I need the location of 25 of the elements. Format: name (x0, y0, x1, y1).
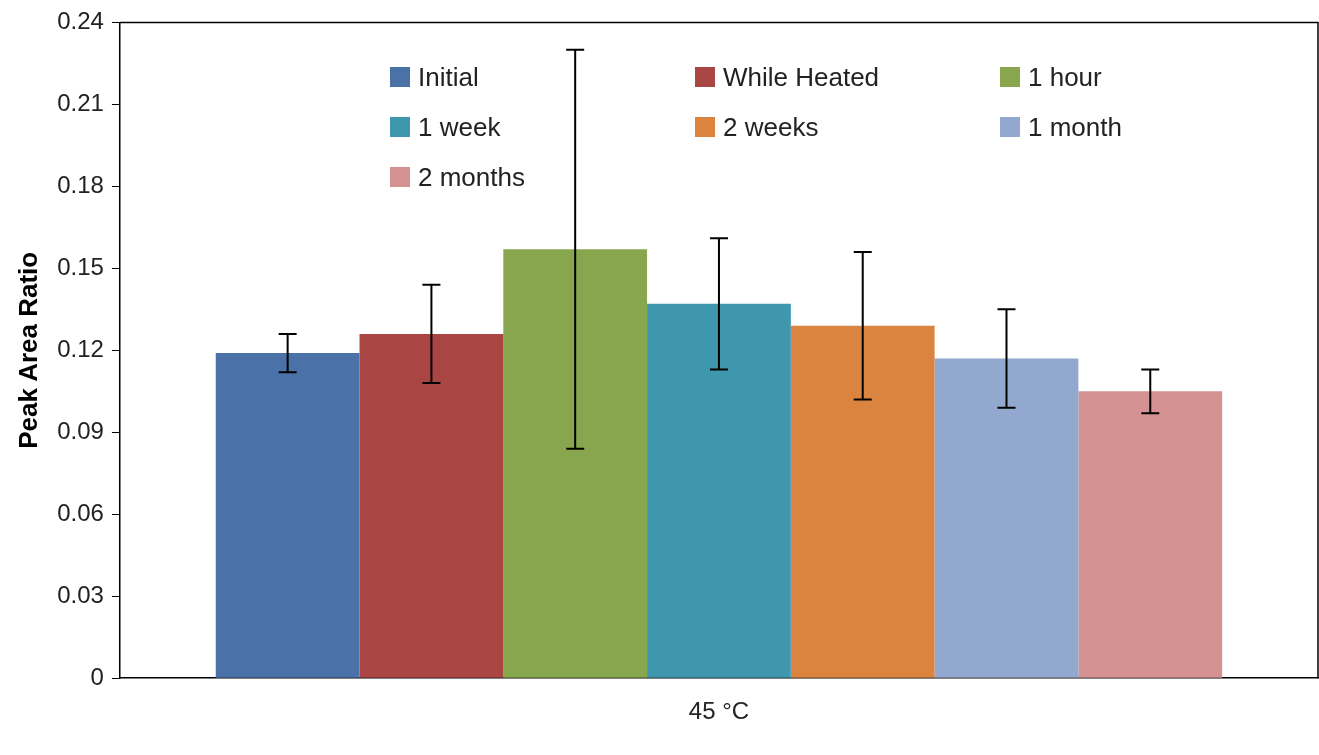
x-tick-label: 45 °C (688, 697, 750, 725)
y-tick-label: 0.09 (57, 416, 104, 444)
legend-label: Initial (418, 61, 479, 93)
y-tick-label: 0.15 (57, 252, 104, 280)
legend-label: 1 week (418, 111, 501, 143)
bar (215, 353, 360, 678)
bar (934, 358, 1079, 678)
y-tick-label: 0.24 (57, 7, 104, 35)
legend-label: 2 months (418, 161, 525, 193)
legend-label: While Heated (723, 61, 880, 93)
y-tick-label: 0.06 (57, 498, 104, 526)
y-tick-label: 0.03 (57, 580, 104, 608)
y-tick-label: 0.12 (57, 334, 104, 362)
legend-label: 1 hour (1028, 61, 1102, 93)
legend-label: 1 month (1028, 111, 1122, 143)
y-tick-label: 0 (90, 662, 104, 690)
bar (790, 325, 935, 678)
y-axis-title: Peak Area Ratio (12, 251, 43, 449)
legend-label: 2 weeks (723, 111, 819, 143)
y-tick-label: 0.18 (57, 170, 104, 198)
bar (503, 249, 648, 678)
bar (359, 333, 504, 678)
bar (1078, 391, 1223, 678)
bar (647, 303, 791, 678)
y-tick-label: 0.21 (57, 89, 104, 116)
